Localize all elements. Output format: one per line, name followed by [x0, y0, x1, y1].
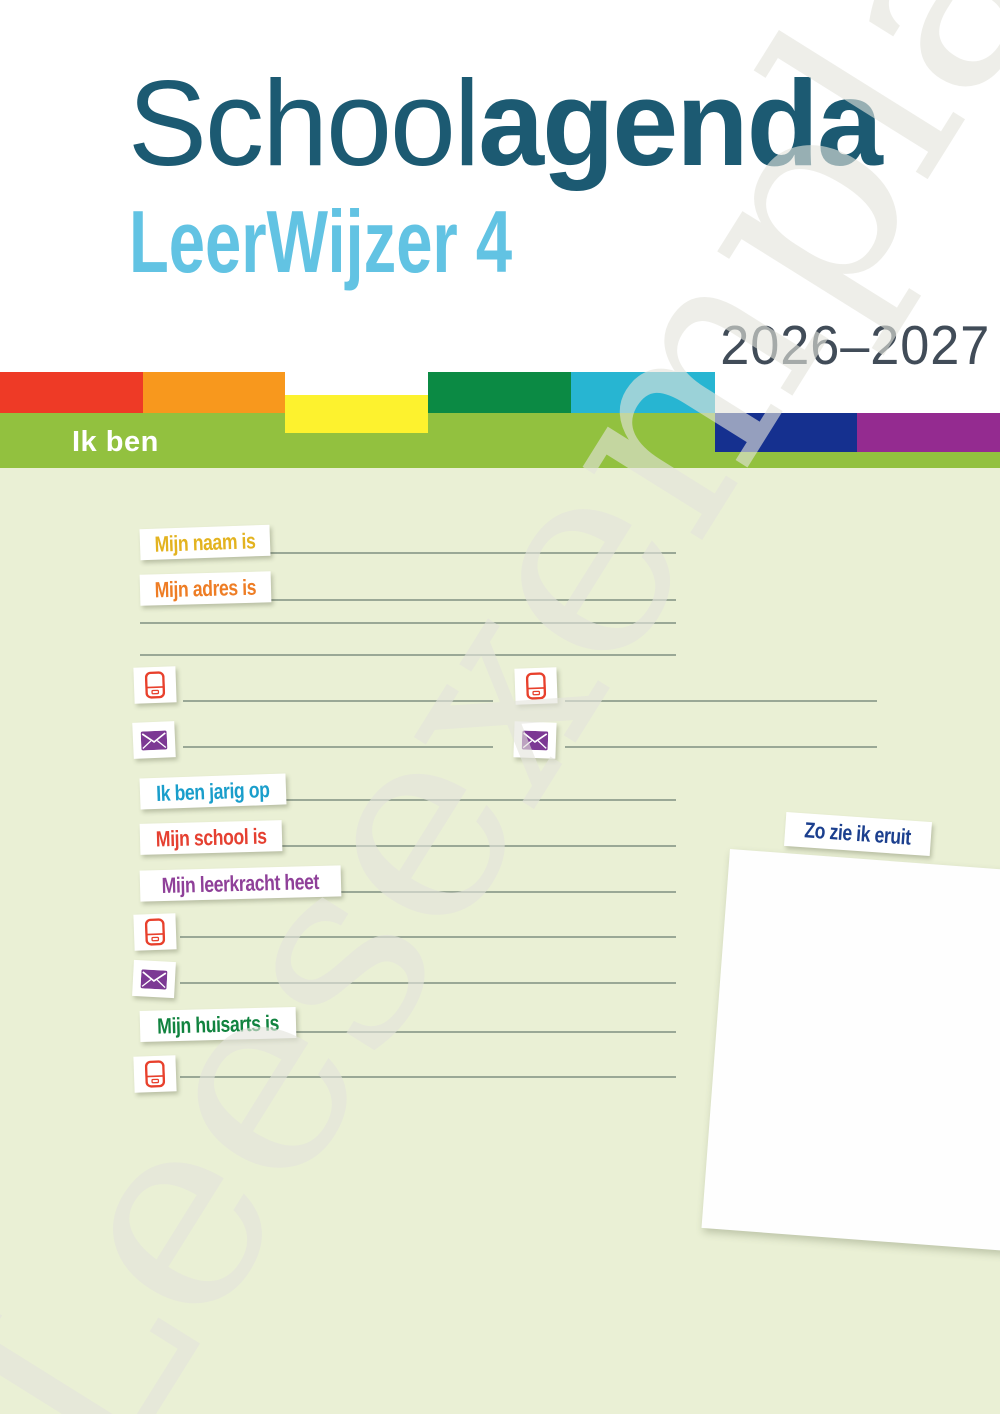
stripe-yellow [285, 395, 428, 433]
stripe-cyan [571, 372, 715, 413]
birthday-label: Ik ben jarig op [155, 776, 270, 806]
write-line-address-2 [140, 622, 676, 624]
write-line-teacher [326, 891, 676, 893]
envelope-icon [521, 730, 549, 750]
stripe-dark-green [428, 372, 571, 413]
stripe-navy [715, 413, 857, 452]
write-line-school-email [180, 982, 676, 984]
doctor-label: Mijn huisarts is [156, 1009, 280, 1039]
write-line-doctor [268, 1031, 676, 1033]
photo-placeholder [701, 849, 1000, 1254]
envelope-icon [140, 730, 168, 750]
phone-tile-left [133, 666, 177, 704]
write-line-phone-left [183, 700, 493, 702]
section-header: Ik ben [72, 426, 159, 458]
school-email-tile [132, 959, 176, 999]
teacher-label-tile: Mijn leerkracht heet [139, 865, 342, 902]
school-year: 2026–2027 [719, 314, 990, 376]
write-line-email-left [183, 746, 493, 748]
stripe-orange [143, 372, 285, 413]
school-phone-tile [133, 913, 177, 951]
write-line-address-1 [260, 599, 676, 601]
phone-tile-right [514, 667, 558, 705]
write-line-address-3 [140, 654, 676, 656]
birthday-label-tile: Ik ben jarig op [139, 773, 287, 810]
write-line-phone-right [565, 700, 877, 702]
school-label-tile: Mijn school is [139, 820, 283, 855]
stripe-red [0, 372, 143, 413]
mobile-phone-icon [144, 671, 166, 699]
write-line-email-right [565, 746, 877, 748]
mobile-phone-icon [144, 1060, 166, 1088]
address-label-tile: Mijn adres is [139, 571, 272, 606]
address-label: Mijn adres is [154, 574, 257, 602]
title-bold-part: agenda [478, 55, 883, 191]
doctor-label-tile: Mijn huisarts is [139, 1006, 297, 1043]
write-line-school-phone [180, 936, 676, 938]
envelope-icon [140, 968, 168, 990]
email-tile-left [132, 721, 176, 759]
page-title: Schoolagenda [128, 62, 883, 184]
write-line-birthday [278, 799, 676, 801]
title-light-part: School [128, 55, 480, 191]
mobile-phone-icon [144, 918, 166, 946]
name-label: Mijn naam is [154, 527, 256, 557]
doctor-phone-tile [133, 1055, 177, 1093]
write-line-school [272, 845, 676, 847]
stripe-purple [857, 413, 1000, 452]
write-line-name [260, 552, 676, 554]
photo-label: Zo zie ik eruit [804, 817, 913, 850]
name-label-tile: Mijn naam is [139, 524, 271, 561]
teacher-label: Mijn leerkracht heet [161, 868, 320, 898]
email-tile-right [513, 721, 557, 759]
school-label: Mijn school is [155, 823, 267, 851]
edition-subtitle: LeerWijzer 4 [129, 192, 513, 291]
mobile-phone-icon [525, 672, 547, 700]
write-line-doctor-phone [180, 1076, 676, 1078]
